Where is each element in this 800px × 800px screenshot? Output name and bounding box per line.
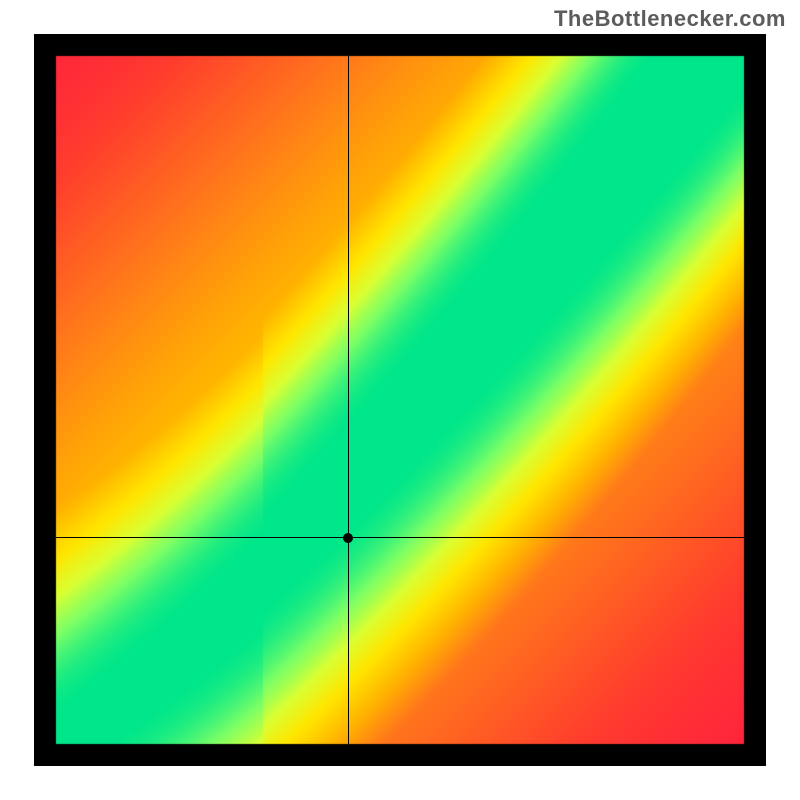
crosshair-horizontal xyxy=(56,537,744,538)
crosshair-vertical xyxy=(348,56,349,744)
watermark-text: TheBottlenecker.com xyxy=(554,6,786,32)
heatmap-canvas xyxy=(34,34,766,766)
plot-area xyxy=(34,34,766,766)
crosshair-marker xyxy=(343,533,353,543)
